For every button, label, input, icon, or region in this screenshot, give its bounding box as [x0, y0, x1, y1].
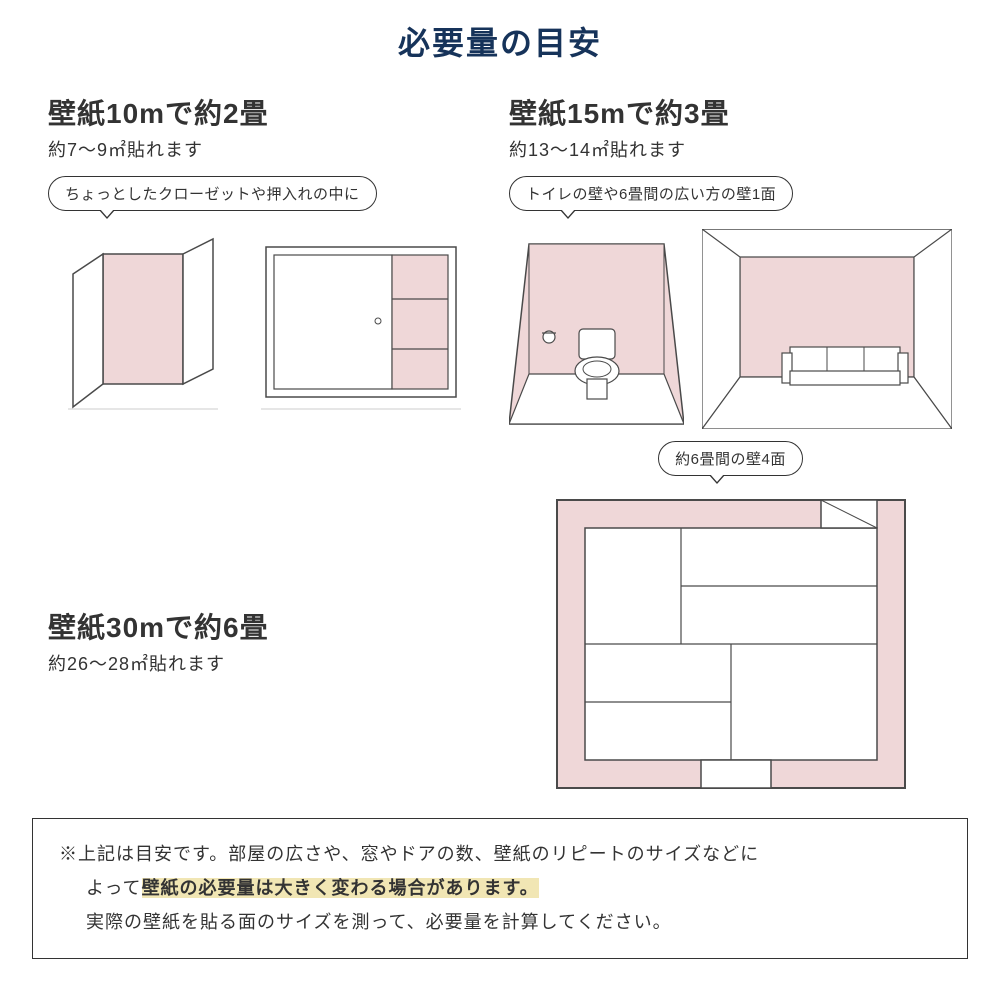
closet-open-icon: [48, 229, 238, 419]
section-heading: 壁紙15mで約3畳: [509, 92, 952, 132]
section-30m-illustration: 約6畳間の壁4面: [509, 441, 952, 794]
bubble-label: トイレの壁や6畳間の広い方の壁1面: [509, 176, 793, 211]
note-line-2: よって壁紙の必要量は大きく変わる場合があります。: [59, 871, 941, 905]
content-grid: 壁紙10mで約2畳 約7〜9㎡貼れます ちょっとしたクローゼットや押入れの中に: [0, 64, 1000, 806]
living-wall-icon: [702, 229, 952, 429]
illustration-row: [509, 229, 952, 429]
section-10m: 壁紙10mで約2畳 約7〜9㎡貼れます ちょっとしたクローゼットや押入れの中に: [48, 92, 473, 429]
section-15m: 壁紙15mで約3畳 約13〜14㎡貼れます トイレの壁や6畳間の広い方の壁1面: [509, 92, 952, 429]
note-text: ※上記は目安です。部屋の広さや、窓やドアの数、壁紙のリピートのサイズなどに: [59, 844, 759, 864]
note-box: ※上記は目安です。部屋の広さや、窓やドアの数、壁紙のリピートのサイズなどに よっ…: [32, 818, 968, 959]
bubble-label: ちょっとしたクローゼットや押入れの中に: [48, 176, 377, 211]
section-sub: 約7〜9㎡貼れます: [48, 136, 473, 162]
note-line-1: ※上記は目安です。部屋の広さや、窓やドアの数、壁紙のリピートのサイズなどに: [59, 837, 941, 871]
floorplan-6jo-icon: [551, 494, 911, 794]
section-sub: 約13〜14㎡貼れます: [509, 136, 952, 162]
bubble-label: 約6畳間の壁4面: [658, 441, 803, 476]
note-highlight: 壁紙の必要量は大きく変わる場合があります。: [142, 878, 539, 898]
section-30m: 壁紙30mで約6畳 約26〜28㎡貼れます: [48, 546, 473, 690]
note-text: 実際の壁紙を貼る面のサイズを測って、必要量を計算してください。: [86, 912, 672, 932]
section-heading: 壁紙30mで約6畳: [48, 606, 473, 646]
page-title: 必要量の目安: [0, 0, 1000, 64]
toilet-room-icon: [509, 229, 684, 429]
section-sub: 約26〜28㎡貼れます: [48, 650, 473, 676]
illustration-row: [48, 229, 473, 419]
note-text: よって: [86, 878, 142, 898]
section-heading: 壁紙10mで約2畳: [48, 92, 473, 132]
sliding-closet-icon: [256, 229, 466, 419]
note-line-3: 実際の壁紙を貼る面のサイズを測って、必要量を計算してください。: [59, 905, 941, 939]
